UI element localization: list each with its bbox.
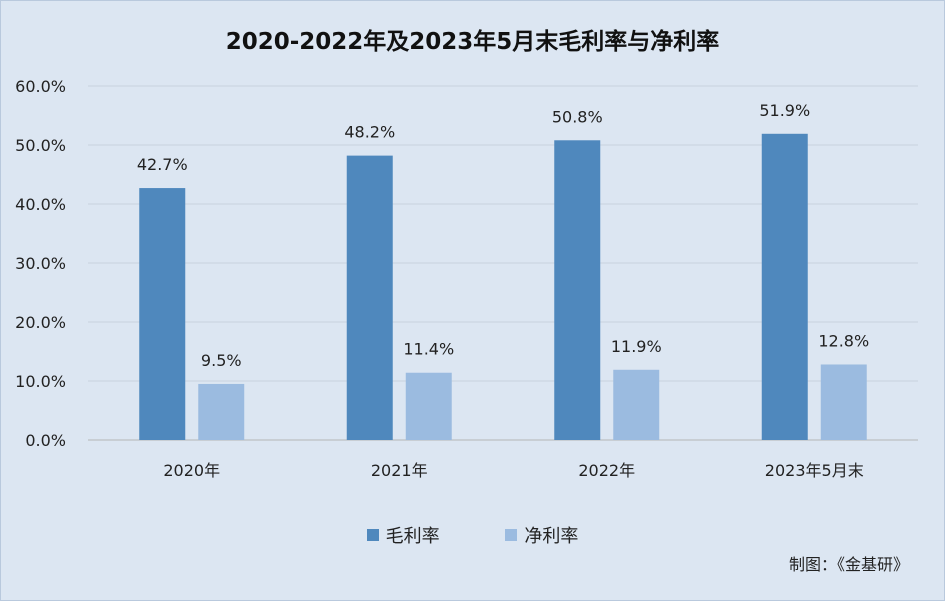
data-label: 48.2% bbox=[344, 123, 395, 142]
y-tick-label: 10.0% bbox=[15, 372, 66, 391]
x-tick-label: 2023年5月末 bbox=[765, 461, 864, 480]
data-label: 9.5% bbox=[201, 351, 242, 370]
legend-swatch-net-margin bbox=[505, 529, 518, 541]
y-tick-label: 60.0% bbox=[15, 77, 66, 96]
source-credit: 制图：《金基研》 bbox=[788, 555, 909, 574]
legend-swatch-gross-margin bbox=[366, 529, 379, 541]
bar-net-margin-0 bbox=[198, 383, 245, 440]
legend-item-net-margin: 净利率 bbox=[505, 522, 578, 548]
legend-item-gross-margin: 毛利率 bbox=[366, 522, 440, 548]
data-label: 11.4% bbox=[403, 340, 454, 359]
bar-gross-margin-0 bbox=[139, 188, 186, 440]
legend-label-net-margin: 净利率 bbox=[524, 526, 579, 547]
legend: 毛利率 净利率 bbox=[0, 522, 945, 548]
data-label: 50.8% bbox=[552, 107, 603, 126]
bar-gross-margin-3 bbox=[761, 133, 808, 441]
y-axis-ticks: 0.0% 10.0% 20.0% 30.0% 40.0% 50.0% 60.0% bbox=[15, 77, 66, 450]
x-tick-label: 2022年 bbox=[578, 461, 635, 480]
y-tick-label: 40.0% bbox=[15, 195, 66, 214]
bar-net-margin-2 bbox=[613, 369, 660, 440]
y-tick-label: 0.0% bbox=[25, 431, 66, 450]
legend-label-gross-margin: 毛利率 bbox=[385, 526, 440, 547]
data-label: 11.9% bbox=[611, 337, 662, 356]
bars bbox=[139, 133, 867, 441]
data-labels: 42.7% 9.5% 48.2% 11.4% 50.8% 11.9% 51.9% 12.8% bbox=[137, 101, 869, 370]
data-label: 51.9% bbox=[759, 101, 810, 120]
y-tick-label: 30.0% bbox=[15, 254, 66, 273]
x-tick-label: 2020年 bbox=[163, 461, 220, 480]
bar-gross-margin-1 bbox=[346, 155, 393, 440]
bar-net-margin-1 bbox=[405, 372, 452, 440]
x-tick-label: 2021年 bbox=[371, 461, 428, 480]
x-axis-ticks: 2020年 2021年 2022年 2023年5月末 bbox=[163, 461, 863, 480]
y-tick-label: 50.0% bbox=[15, 136, 66, 155]
data-label: 12.8% bbox=[818, 331, 869, 350]
y-tick-label: 20.0% bbox=[15, 313, 66, 332]
bar-gross-margin-2 bbox=[554, 140, 601, 440]
data-label: 42.7% bbox=[137, 155, 188, 174]
bar-net-margin-3 bbox=[820, 364, 867, 440]
chart-title: 2020-2022年及2023年5月末毛利率与净利率 bbox=[225, 29, 720, 55]
